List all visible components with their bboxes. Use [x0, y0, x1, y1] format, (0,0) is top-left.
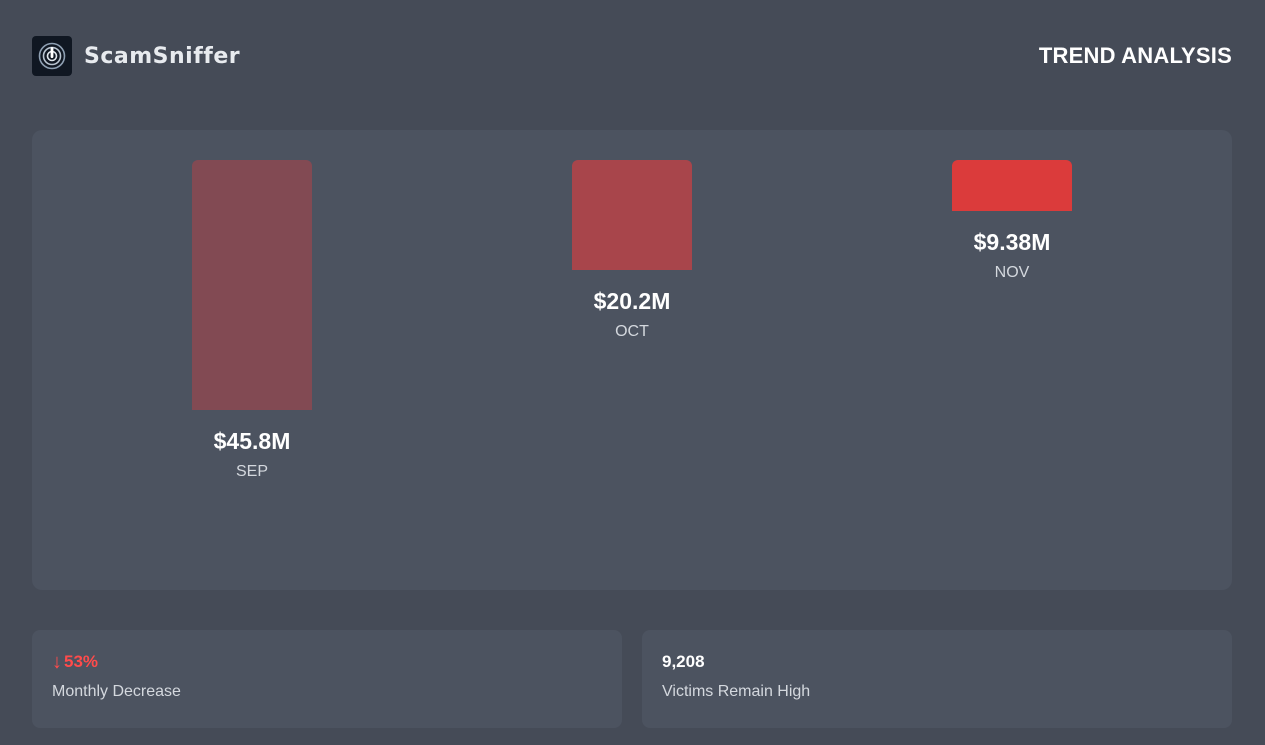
- bar-group-sep: $45.8M SEP: [152, 160, 352, 481]
- stat-label-victims: Victims Remain High: [662, 683, 811, 700]
- bar-nov: [952, 160, 1072, 211]
- stat-label-monthly-decrease: Monthly Decrease: [52, 683, 181, 700]
- bar-label-sep: SEP: [235, 463, 268, 480]
- stat-value-monthly-decrease: ↓ 53%: [52, 652, 98, 672]
- stat-number: 53%: [64, 652, 99, 671]
- stat-card-monthly-decrease: ↓ 53% Monthly Decrease: [32, 630, 622, 728]
- arrow-down-icon: ↓: [52, 651, 62, 673]
- brand: ScamSniffer: [32, 36, 240, 76]
- page-title: TREND ANALYSIS: [1038, 43, 1232, 68]
- bar-group-nov: $9.38M NOV: [912, 160, 1112, 282]
- bar-value-sep: $45.8M: [213, 428, 291, 454]
- header: ScamSniffer TREND ANALYSIS: [32, 36, 1232, 76]
- stat-value-victims: 9,208: [662, 652, 705, 671]
- bar-label-nov: NOV: [994, 264, 1030, 281]
- bar-value-nov: $9.38M: [973, 229, 1051, 255]
- bar-group-oct: $20.2M OCT: [532, 160, 732, 341]
- scamsniffer-logo-icon: [32, 36, 72, 76]
- bar-sep: [192, 160, 312, 410]
- brand-name: ScamSniffer: [84, 43, 241, 69]
- bar-label-oct: OCT: [615, 323, 649, 340]
- bar-oct: [572, 160, 692, 270]
- stat-card-victims: 9,208 Victims Remain High: [642, 630, 1232, 728]
- chart-panel: $45.8M SEP $20.2M OCT $9.38M NOV: [32, 130, 1232, 590]
- bar-value-oct: $20.2M: [593, 288, 671, 314]
